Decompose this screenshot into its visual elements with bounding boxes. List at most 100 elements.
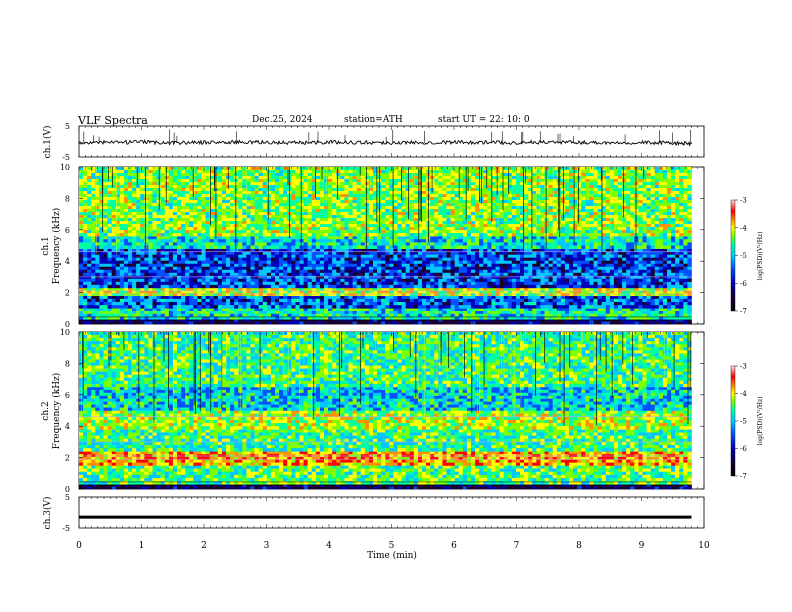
spectrogram-cell <box>123 170 129 174</box>
spectrogram-cell <box>483 251 488 255</box>
spectrogram-cell <box>397 302 402 306</box>
spectrogram-cell <box>638 263 643 268</box>
spectrogram-cell <box>597 278 602 283</box>
spectrogram-cell <box>168 266 174 271</box>
spectrogram-cell <box>262 173 268 177</box>
spectrogram-cell <box>385 245 390 249</box>
spectrogram-cell <box>466 319 472 322</box>
spectrogram-cell <box>434 167 439 171</box>
spectrogram-cell <box>528 311 533 315</box>
spectrogram-cell <box>177 308 182 312</box>
spectrogram-cell <box>618 298 623 303</box>
spectrogram-cell <box>360 173 366 177</box>
spectrogram-cell <box>299 248 304 252</box>
spectrogram-cell <box>630 242 635 246</box>
spectrogram-cell <box>454 269 460 274</box>
spectrogram-cell <box>189 290 194 294</box>
spectrogram-cell <box>540 316 545 320</box>
spectrogram-cell <box>119 305 125 309</box>
spectrogram-cell <box>270 275 276 280</box>
spectrogram-cell <box>422 236 427 240</box>
spectrogram-cell <box>413 275 419 280</box>
spectrogram-cell <box>409 167 415 171</box>
spectrogram-cell <box>230 293 235 297</box>
spectrogram-cell <box>532 295 537 300</box>
spectrogram-cell <box>373 239 378 243</box>
spectrogram-cell <box>295 170 300 174</box>
spectrogram-cell <box>156 275 161 280</box>
spectrogram-cell <box>111 257 117 262</box>
spectrogram-cell <box>593 248 598 252</box>
spectrogram-cell <box>356 242 362 246</box>
spectrogram-cell <box>152 305 157 309</box>
spectrogram-cell <box>462 173 468 177</box>
spectrogram-cell <box>132 308 137 312</box>
spectrogram-cell <box>495 266 500 271</box>
spectrogram-cell <box>136 278 141 283</box>
spectrogram-cell <box>507 167 513 171</box>
spectrogram-cell <box>221 319 227 322</box>
spectrogram-cell <box>499 287 504 291</box>
spectrogram-cell <box>164 290 170 294</box>
spectrogram-cell <box>270 236 276 240</box>
spectrogram-cell <box>569 293 574 297</box>
spectrogram-cell <box>238 305 243 309</box>
spectrogram-cell <box>573 275 578 280</box>
spectrogram-cell <box>193 263 198 268</box>
spectrogram-cell <box>569 251 574 255</box>
spectrogram-cell <box>275 167 280 171</box>
spectrogram-cell <box>360 254 366 258</box>
spectrogram-cell <box>654 313 660 317</box>
spectrogram-cell <box>626 293 631 297</box>
spectrogram-cell <box>487 269 492 274</box>
spectrogram-cell <box>560 311 566 315</box>
spectrogram-cell <box>683 311 688 315</box>
spectrogram-cell <box>140 266 145 271</box>
spectrogram-cell <box>181 298 186 303</box>
spectrogram-cell <box>107 313 112 317</box>
spectrogram-cell <box>544 302 549 306</box>
spectrogram-cell <box>499 242 504 246</box>
spectrogram-cell <box>422 295 427 300</box>
spectrogram-cell <box>332 260 337 265</box>
spectrogram-cell <box>471 239 476 243</box>
spectrogram-cell <box>454 305 460 309</box>
spectrogram-cell <box>601 308 607 312</box>
spectrogram-cell <box>356 173 362 177</box>
spectrogram-cell <box>389 170 394 174</box>
spectrogram-cell <box>205 290 210 294</box>
spectrogram-cell <box>140 298 145 303</box>
spectrogram-cell <box>295 251 300 255</box>
spectrogram-cell <box>544 313 549 317</box>
spectrogram-cell <box>401 239 406 243</box>
spectrogram-cell <box>221 173 227 177</box>
spectrogram-cell <box>201 248 206 252</box>
spectrogram-cell <box>536 248 541 252</box>
spectrogram-cell <box>368 313 374 317</box>
spectrogram-cell <box>413 263 419 268</box>
spectrogram-cell <box>569 302 574 306</box>
spectrogram-cell <box>585 284 590 289</box>
spectrogram-cell <box>193 298 198 303</box>
spectrogram-cell <box>422 302 427 306</box>
spectrogram-cell <box>536 290 541 294</box>
spectrogram-cell <box>217 245 223 249</box>
spectrogram-cell <box>671 313 676 317</box>
spectrogram-cell <box>589 319 594 322</box>
spectrogram-cell <box>499 266 504 271</box>
spectrogram-cell <box>258 302 264 306</box>
spectrogram-cell <box>491 266 496 271</box>
spectrogram-cell <box>438 298 443 303</box>
spectrogram-cell <box>95 287 100 291</box>
spectrogram-cell <box>471 236 476 240</box>
spectrogram-cell <box>442 302 447 306</box>
spectrogram-cell <box>156 308 161 312</box>
spectrogram-cell <box>475 272 480 277</box>
spectrogram-cell <box>381 269 386 274</box>
spectrogram-cell <box>168 260 174 265</box>
spectrogram-cell <box>597 313 602 317</box>
spectrogram-cell <box>99 316 104 320</box>
spectrogram-cell <box>103 167 108 171</box>
spectrogram-cell <box>675 266 680 271</box>
spectrogram-cell <box>348 308 353 312</box>
